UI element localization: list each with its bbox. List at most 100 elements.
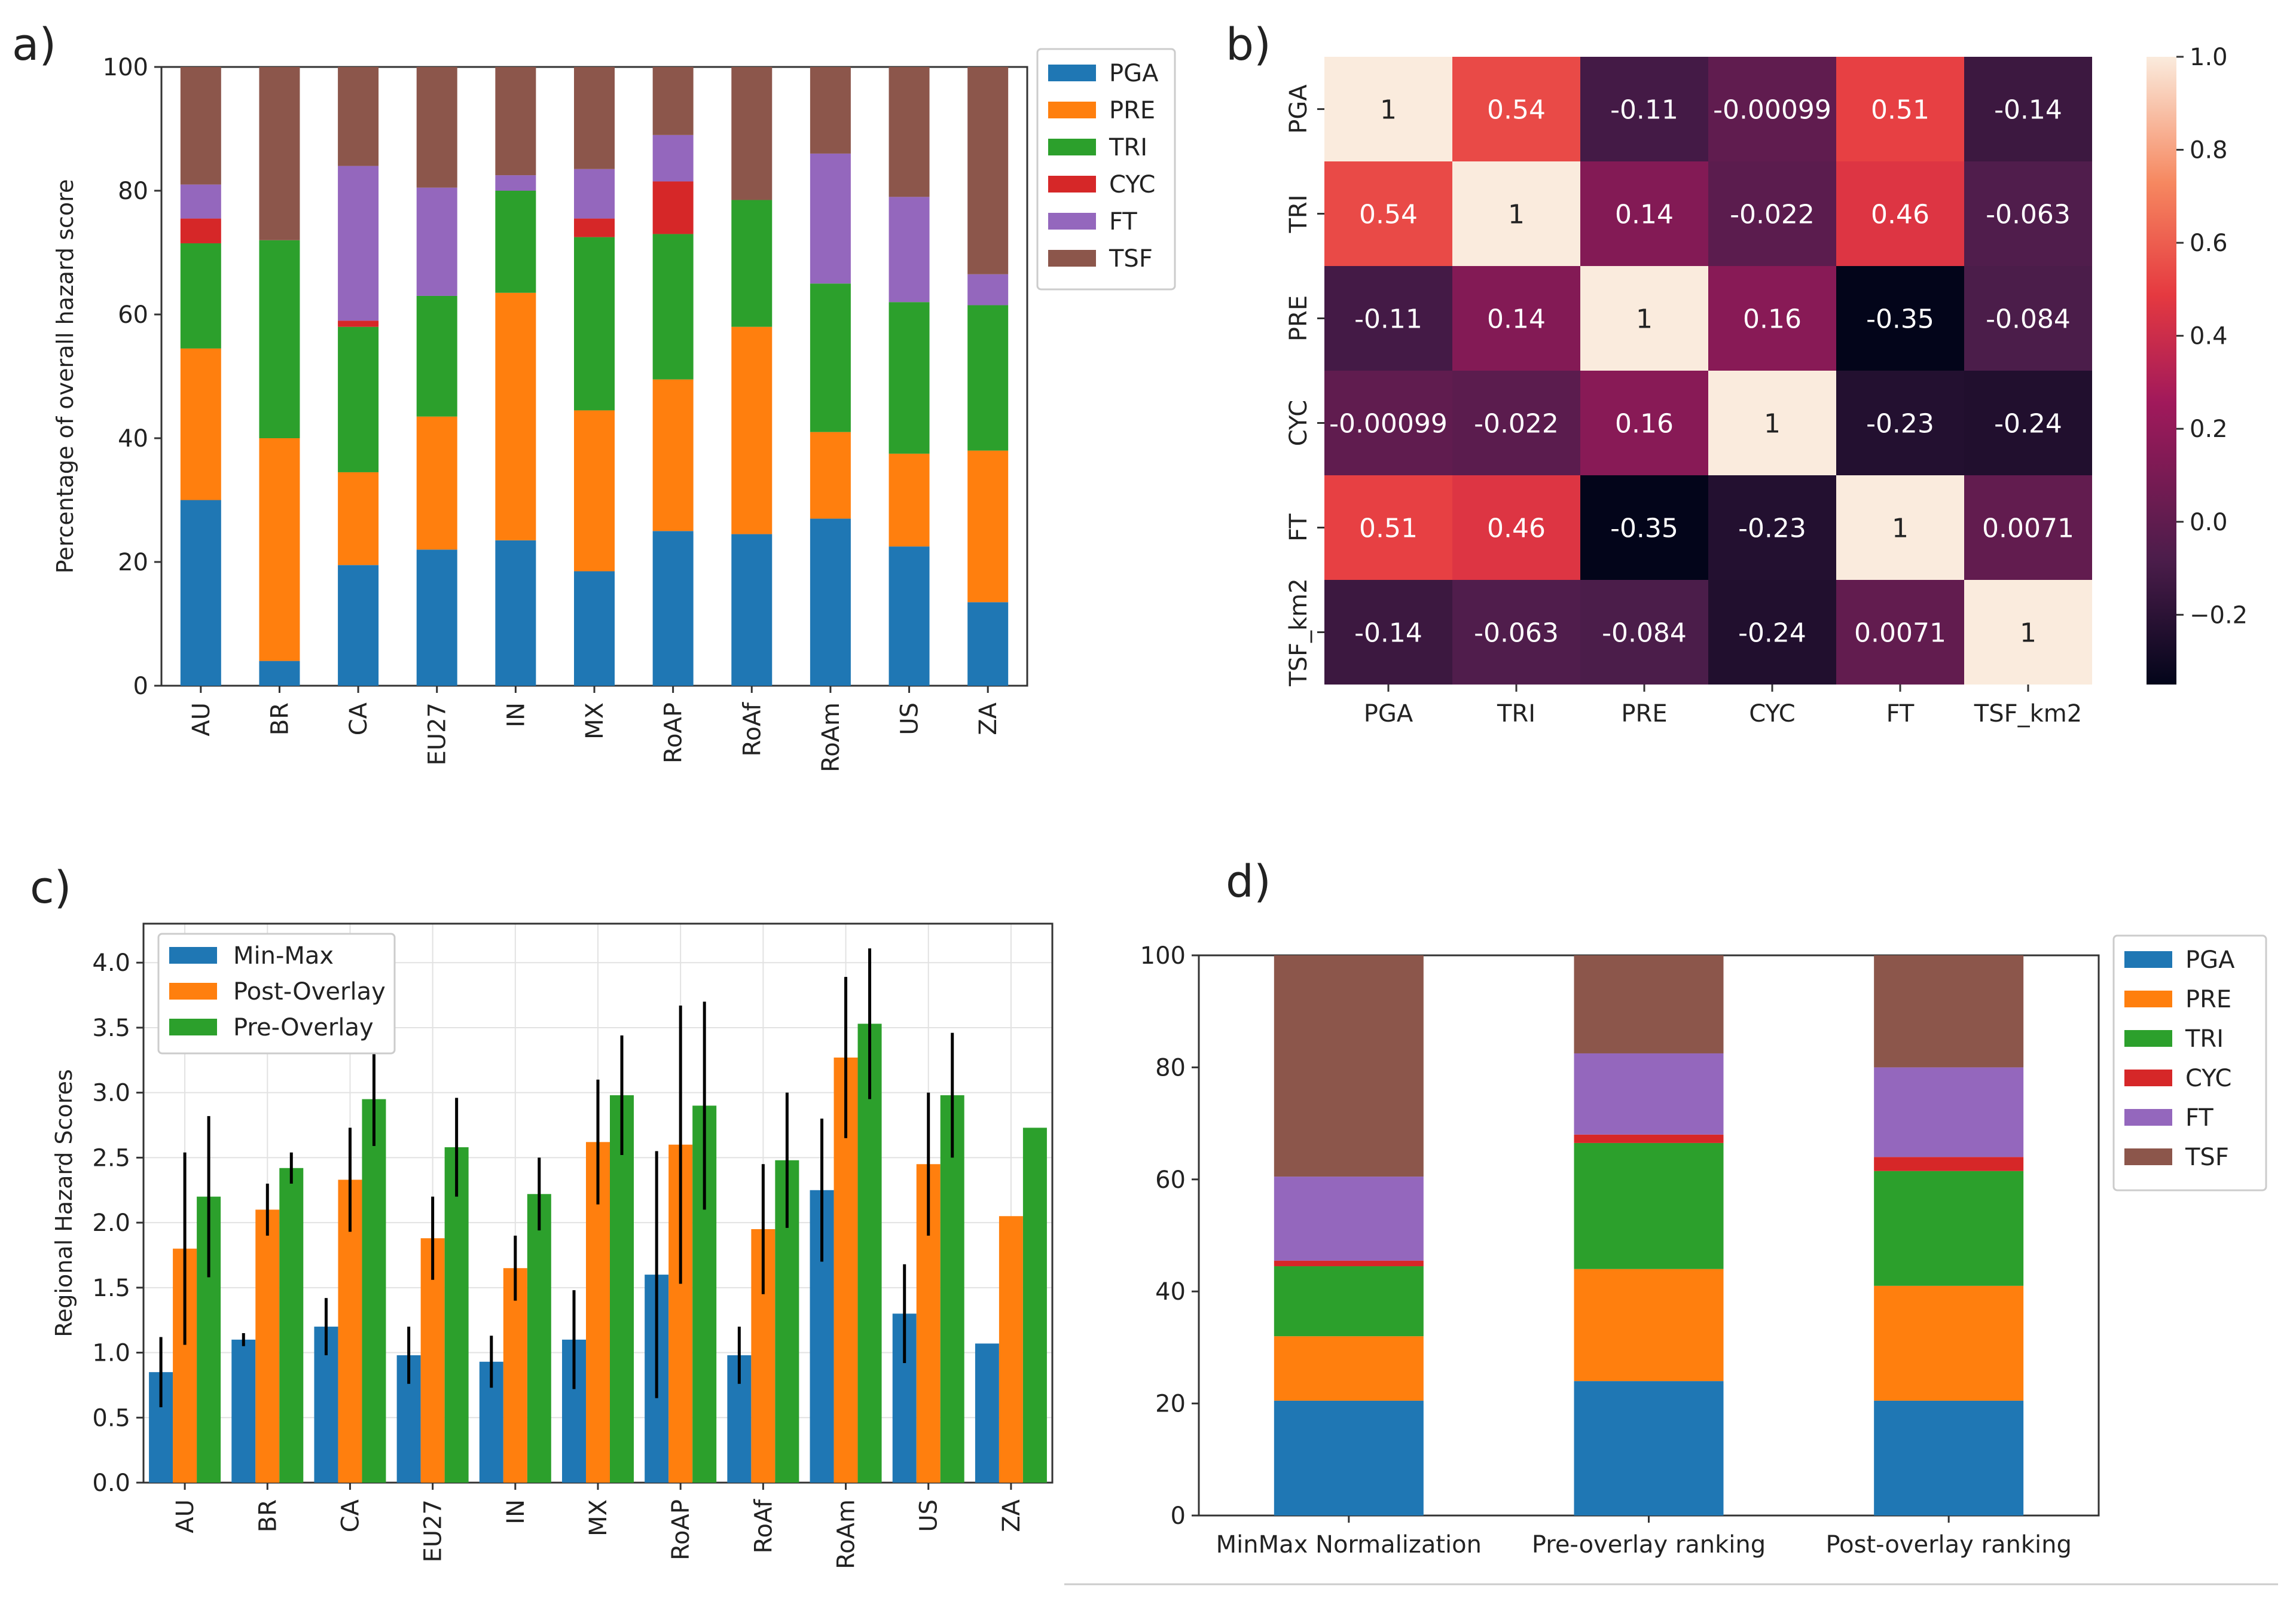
panel-a-bar-tri <box>652 234 694 380</box>
panel-a-bar-pga <box>810 518 851 686</box>
panel-b-cell-label: -0.084 <box>1602 618 1687 649</box>
panel-b-cell <box>1836 475 1964 580</box>
panel-a-bar-tsf <box>495 67 536 176</box>
panel-a-bar-pga <box>731 534 773 686</box>
panel-a-legend-label-pga: PGA <box>1109 60 1159 87</box>
panel-a-bar-ft <box>495 175 536 191</box>
panel-a-bar-tsf <box>180 67 221 185</box>
panel-b-col-label: CYC <box>1749 700 1795 728</box>
panel-b-cell <box>1452 161 1580 266</box>
panel-a-bar-pga <box>495 540 536 686</box>
panel-c-bar-post-overlay <box>503 1268 527 1483</box>
panel-a-bar-ft <box>180 184 221 219</box>
panel-b-cell <box>1580 475 1708 580</box>
panel-a-legend-label-pre: PRE <box>1109 97 1155 124</box>
panel-d-legend-label-tsf: TSF <box>2185 1144 2229 1171</box>
panel-b-cell-label: 0.0071 <box>1982 514 2074 544</box>
panel-b-col-label: PRE <box>1621 700 1667 728</box>
panel-d-ytick-label: 60 <box>1155 1166 1186 1194</box>
panel-a-bar-tsf <box>416 67 457 188</box>
panel-a-legend-swatch-pga <box>1048 65 1096 81</box>
panel-a-ytick-label: 80 <box>118 178 148 205</box>
panel-a-ytick-label: 20 <box>118 549 148 576</box>
panel-b-cell-label: -0.084 <box>1986 304 2071 335</box>
panel-a-bar-tri <box>889 302 930 454</box>
panel-d-legend-swatch-pre <box>2124 991 2172 1007</box>
panel-a-ytick-label: 40 <box>118 425 148 453</box>
panel-d-ytick-label: 100 <box>1140 942 1186 970</box>
panel-a-bar-ft <box>810 153 851 284</box>
panel-b-cell-label: -0.24 <box>1994 409 2062 439</box>
panel-c-bar-post-overlay <box>999 1216 1023 1483</box>
panel-a-ytick-label: 100 <box>103 54 148 81</box>
panel-b-cell-label: -0.022 <box>1474 409 1559 439</box>
panel-b-cell-label: 1 <box>1892 514 1909 544</box>
panel-b-cell-label: -0.24 <box>1738 618 1806 649</box>
panel-d-bar-pga <box>1274 1400 1424 1516</box>
panel-b-cell-label: -0.23 <box>1738 514 1806 544</box>
panel-b-cell <box>1580 57 1708 161</box>
panel-a-bar-pga <box>338 565 379 686</box>
panel-b-cell-label: -0.14 <box>1354 618 1422 649</box>
panel-a-xtick-label: US <box>896 702 924 735</box>
panel-b-cell <box>1964 266 2092 371</box>
panel-b-cell-label: 0.51 <box>1359 514 1418 544</box>
panel-label-c: c) <box>30 862 72 913</box>
panel-c-legend-swatch-min-max <box>169 947 217 964</box>
panel-d-legend-label-pre: PRE <box>2185 986 2231 1013</box>
panel-a-legend-label-tri: TRI <box>1109 134 1147 161</box>
panel-b-cell-label: -0.063 <box>1474 618 1559 649</box>
panel-b-cell <box>1580 266 1708 371</box>
panel-a-bar-tri <box>495 191 536 293</box>
panel-b-cell-label: 0.54 <box>1487 95 1546 126</box>
panel-b-cell-label: -0.14 <box>1994 95 2062 126</box>
panel-a-legend-swatch-ft <box>1048 213 1096 230</box>
panel-a-bar-tri <box>731 200 773 327</box>
panel-b-cell-label: -0.35 <box>1610 514 1678 544</box>
panel-b-row-label: FT <box>1285 514 1312 542</box>
panel-d-bar-tri <box>1274 1266 1424 1337</box>
panel-c-bar-pre-overlay <box>279 1168 304 1483</box>
panel-label-d: d) <box>1226 856 1271 908</box>
panel-a-bar-pga <box>967 602 1009 686</box>
panel-c-legend-swatch-post-overlay <box>169 983 217 1000</box>
panel-c-bar-min-max <box>975 1343 999 1483</box>
panel-d-legend-label-cyc: CYC <box>2185 1065 2231 1092</box>
panel-b-cell-label: 1 <box>1380 95 1397 126</box>
panel-a-bar-pga <box>652 531 694 686</box>
panel-c-legend-label-min-max: Min-Max <box>233 942 334 970</box>
panel-a-bar-pre <box>967 450 1009 603</box>
panel-c-ytick-label: 2.0 <box>92 1209 130 1237</box>
panel-c-bar-post-overlay <box>255 1209 280 1483</box>
panel-a-bar-ft <box>889 197 930 303</box>
panel-a-bar-pre <box>495 292 536 540</box>
panel-a-bar-tri <box>574 237 615 411</box>
panel-a-bar-tsf <box>889 67 930 197</box>
panel-b-cell <box>1324 475 1452 580</box>
panel-c-ytick-label: 3.5 <box>92 1015 130 1042</box>
panel-d-bar-cyc <box>1874 1157 2024 1171</box>
panel-b-cell-label: 0.16 <box>1615 409 1674 439</box>
panel-d-bar-pre <box>1274 1336 1424 1401</box>
panel-a-bar-pre <box>259 438 300 661</box>
panel-b-cell <box>1708 161 1836 266</box>
panel-a-bar-tri <box>967 305 1009 451</box>
panel-c-xtick-label: RoAm <box>833 1499 860 1569</box>
panel-d-legend-swatch-tsf <box>2124 1148 2172 1165</box>
panel-label-a: a) <box>12 19 56 71</box>
panel-a-bar-pga <box>259 661 300 686</box>
panel-d-legend-label-ft: FT <box>2185 1104 2213 1132</box>
panel-a-xtick-label: RoAP <box>660 702 688 763</box>
panel-b-cell <box>1324 161 1452 266</box>
panel-c-xtick-label: CA <box>337 1499 364 1532</box>
panel-b-colorbar-tick-label: 0.4 <box>2190 323 2228 350</box>
panel-d-bar-tri <box>1574 1142 1724 1269</box>
panel-c-ylabel: Regional Hazard Scores <box>51 1069 77 1337</box>
panel-a-bar-pre <box>180 348 221 500</box>
panel-a-xtick-label: CA <box>345 702 373 735</box>
panel-b-cell <box>1964 161 2092 266</box>
panel-a-bar-pre <box>574 410 615 572</box>
panel-a-bar-cyc <box>652 181 694 234</box>
panel-c-ytick-label: 1.5 <box>92 1275 130 1302</box>
